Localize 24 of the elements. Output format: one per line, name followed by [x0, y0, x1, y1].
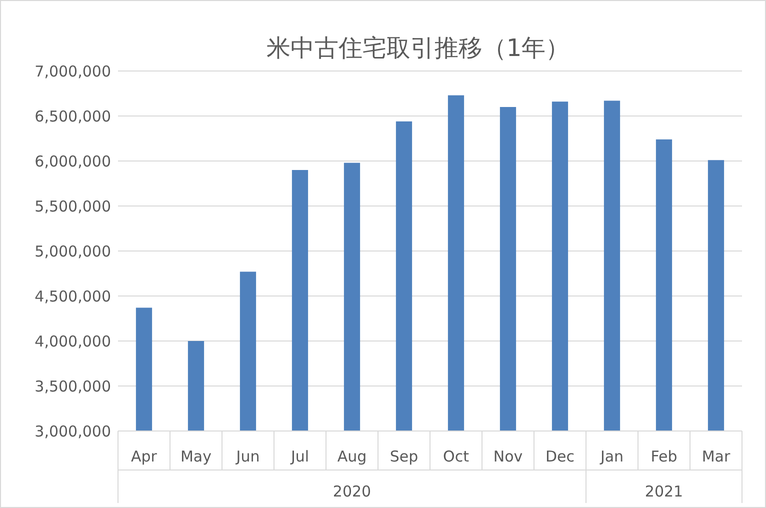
y-tick-label: 6,000,000: [34, 152, 111, 170]
x-tick-label: Aug: [337, 447, 367, 466]
y-tick-label: 5,000,000: [34, 242, 111, 260]
y-tick-label: 6,500,000: [34, 107, 111, 126]
chart-title: 米中古住宅取引推移（1年）: [266, 34, 570, 62]
x-tick-label: Sep: [390, 447, 418, 466]
x-tick-label: Apr: [131, 447, 158, 466]
x-tick-label: Oct: [443, 447, 470, 466]
x-tick-label: Jan: [599, 447, 624, 466]
y-tick-label: 4,000,000: [34, 332, 111, 350]
y-tick-label: 3,000,000: [34, 422, 111, 440]
text: 2021: [644, 482, 684, 500]
y-tick-label: 5,500,000: [34, 197, 111, 216]
y-tick-label: 4,500,000: [34, 287, 111, 306]
y-tick-label: 7,000,000: [34, 62, 111, 80]
x-tick-label: Jun: [235, 447, 260, 466]
x-tick-label: Nov: [493, 447, 523, 466]
x-tick-label: May: [180, 447, 212, 466]
x-tick-label: Mar: [702, 447, 731, 466]
text: 2020: [332, 482, 372, 500]
x-tick-label: Dec: [545, 447, 575, 466]
x-tick-label: Feb: [650, 447, 678, 466]
x-tick-label: Jul: [290, 447, 310, 466]
y-tick-label: 3,500,000: [34, 377, 111, 396]
